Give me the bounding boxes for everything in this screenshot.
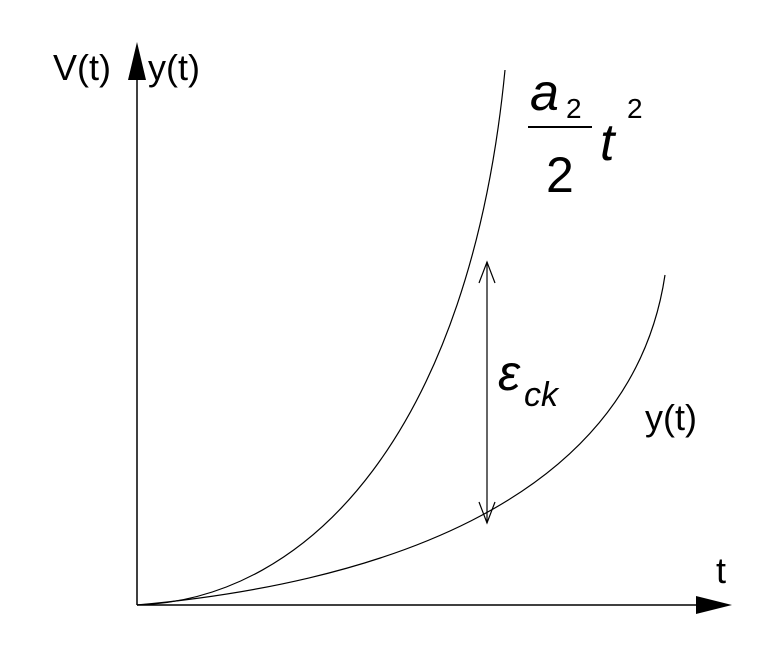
- y-label-right: y(t): [148, 47, 200, 88]
- formula-denominator: 2: [546, 147, 574, 203]
- parabola-curve: [136, 69, 506, 606]
- formula-exponent: 2: [627, 93, 643, 124]
- formula-numerator-subscript: 2: [566, 93, 582, 124]
- error-arrowhead-top: [478, 260, 496, 284]
- curve-label: y(t): [645, 397, 697, 438]
- error-subscript: ck: [524, 376, 560, 414]
- x-axis-arrow: [696, 596, 732, 614]
- error-arrowhead-bottom: [478, 501, 496, 525]
- error-symbol: ε: [498, 345, 521, 401]
- x-label: t: [716, 550, 726, 591]
- formula-numerator: a: [530, 64, 559, 122]
- formula-variable: t: [600, 114, 617, 172]
- y-curve: [136, 274, 666, 606]
- y-axis-arrow: [128, 42, 146, 80]
- y-label-left: V(t): [53, 47, 111, 88]
